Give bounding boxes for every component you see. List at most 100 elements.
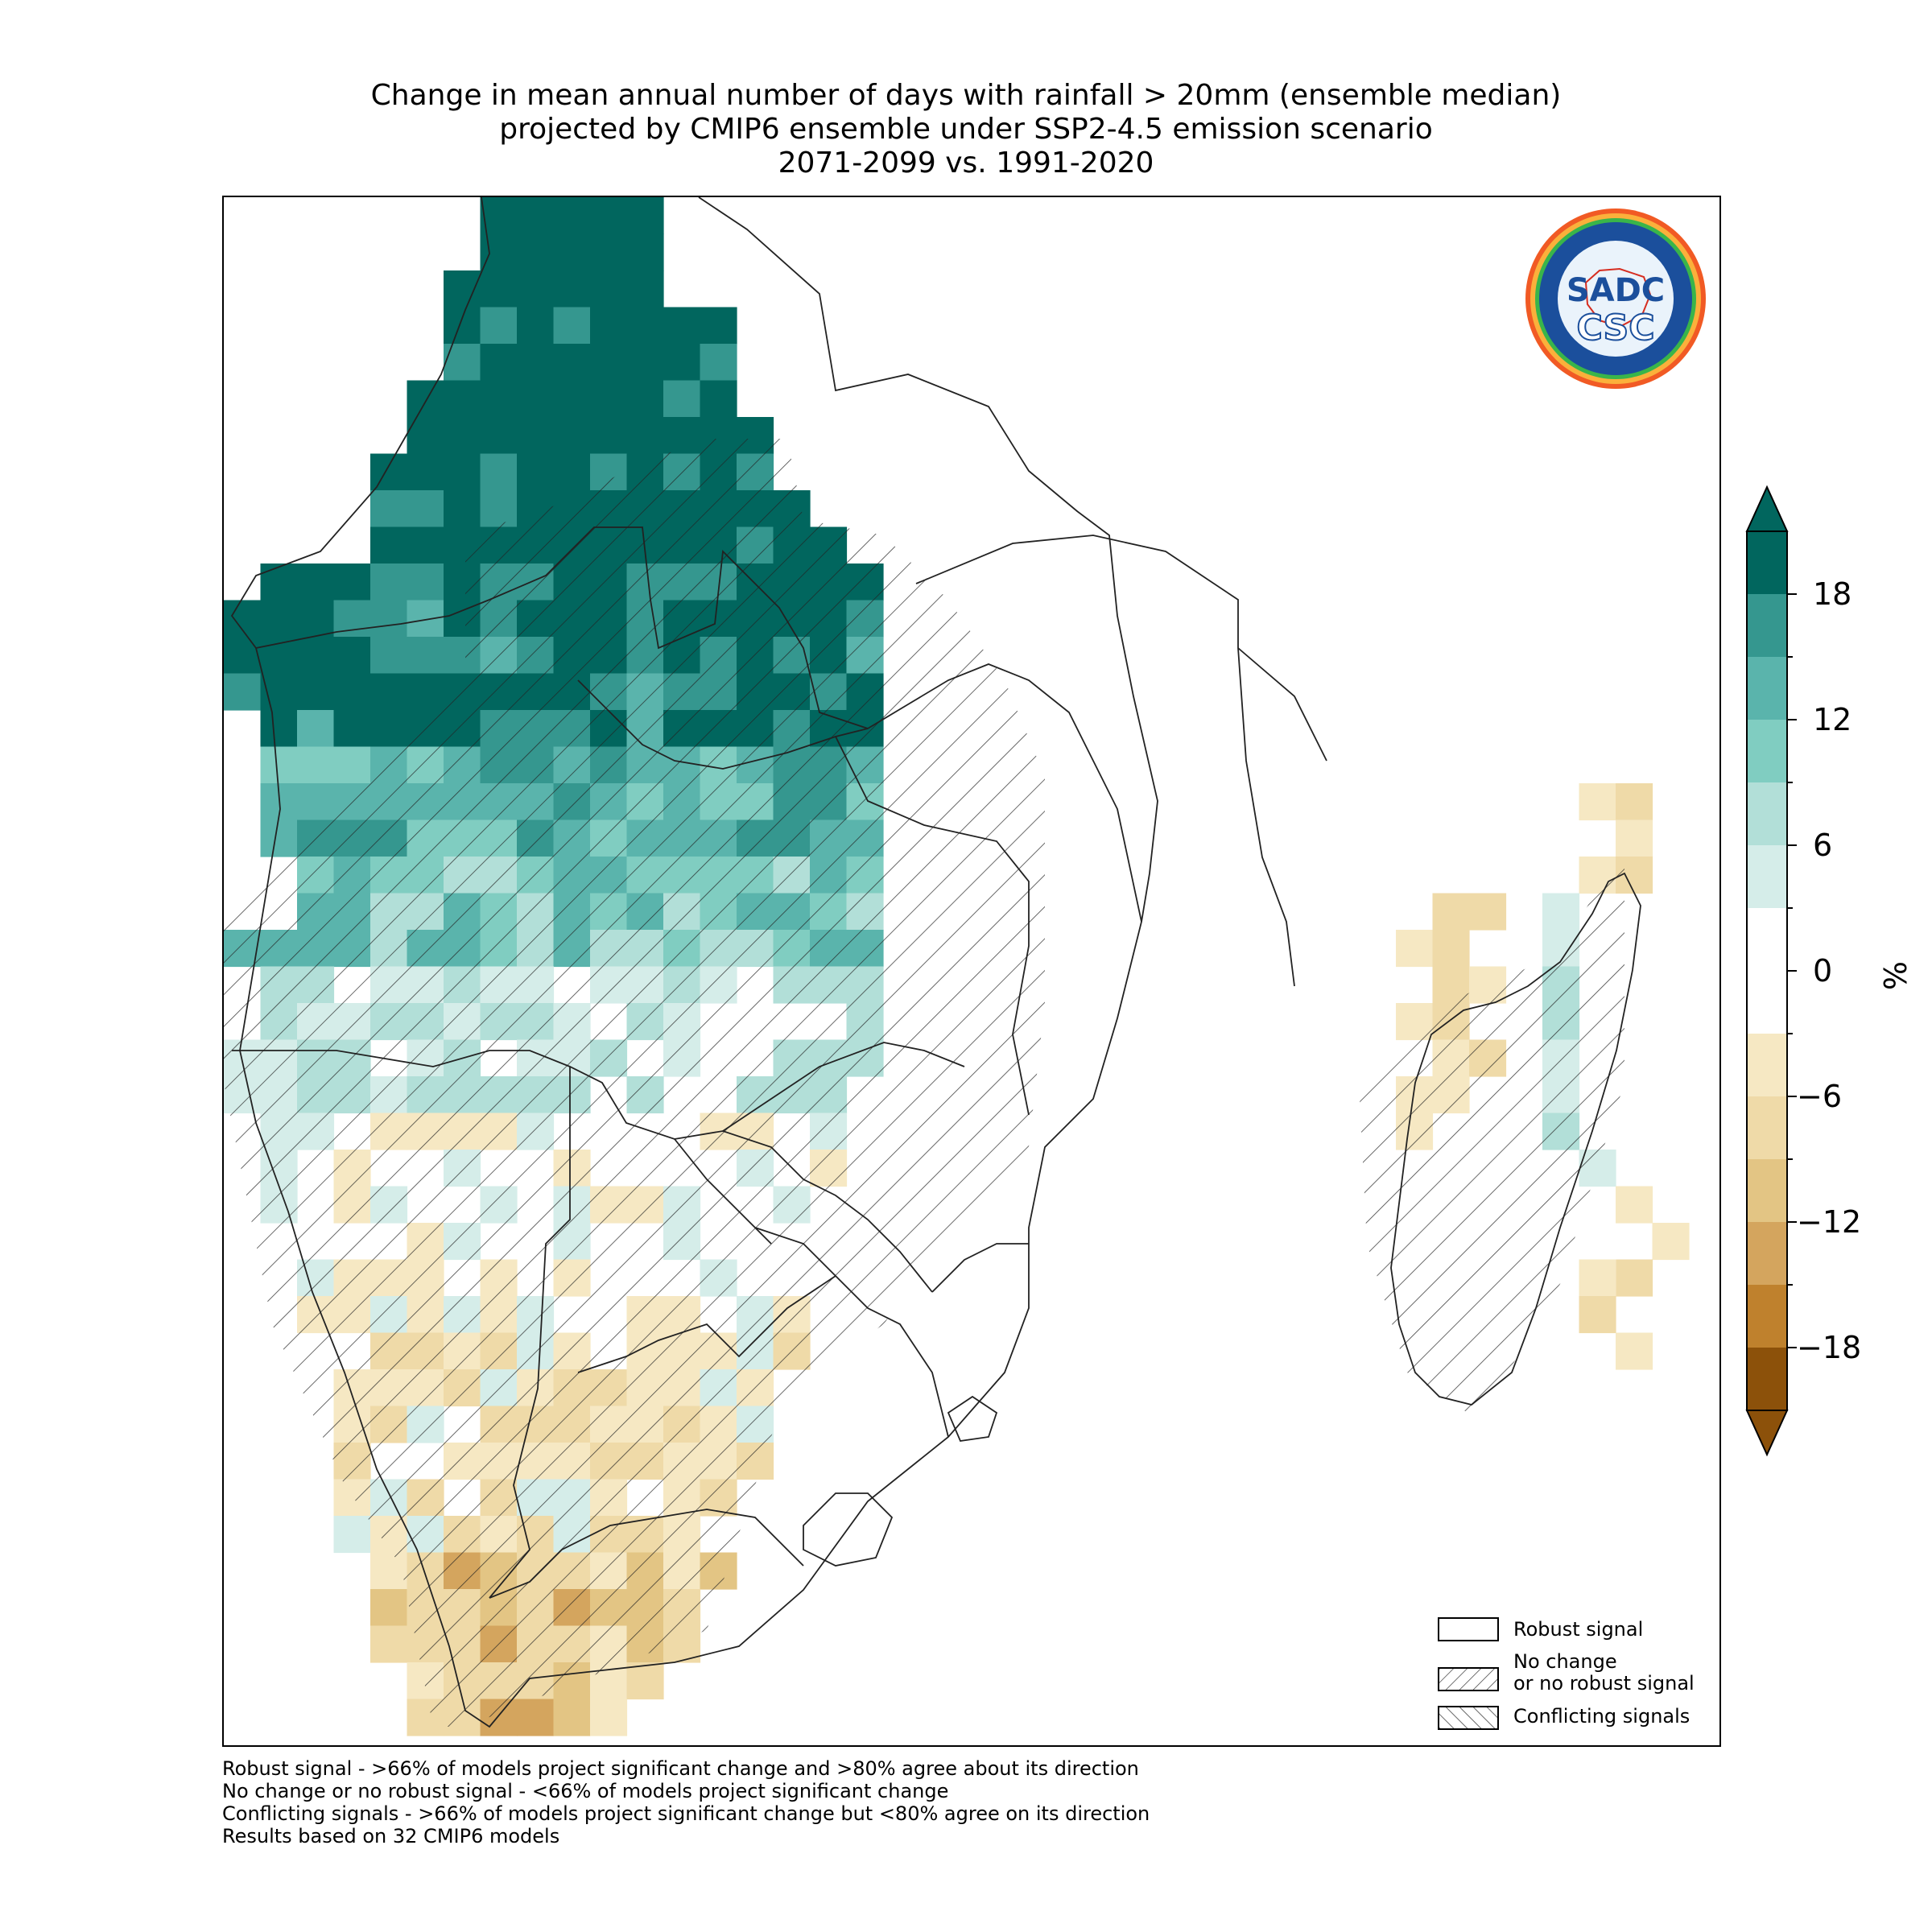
grid-cell [260,746,298,784]
grid-cell [626,197,664,235]
colorbar-bin-10 [1747,1222,1787,1285]
colorbar-extend-top [1745,485,1789,532]
grid-cell [444,344,481,382]
colorbar-bin-8 [1747,1096,1787,1159]
grid-cell [480,233,518,271]
grid-cell [1432,893,1470,931]
grid-cell [407,637,444,675]
grid-cell [700,344,737,382]
grid-cell [553,1699,591,1736]
grid-cell [1579,783,1616,821]
grid-cell [553,344,591,382]
title-line-2: projected by CMIP6 ensemble under SSP2-4… [499,113,1433,146]
grid-cell [407,380,444,418]
footnote-2: No change or no robust signal - <66% of … [222,1780,949,1802]
legend-swatch-no-change [1438,1667,1499,1691]
grid-cell [297,746,335,784]
grid-cell [553,270,591,308]
grid-cell [297,600,335,638]
grid-cell [444,380,481,418]
footnote-3: Conflicting signals - >66% of models pro… [222,1802,1150,1825]
grid-cell [1432,930,1470,968]
grid-cell [626,1662,664,1700]
grid-cell [590,417,628,455]
grid-cell [626,270,664,308]
colorbar-tick-label: −12 [1797,1204,1862,1240]
country-borders [230,197,1641,1728]
grid-cell [407,673,444,711]
colorbar-bin-7 [1747,1034,1787,1096]
grid-cell [370,564,408,601]
colorbar-extend-bottom [1745,1410,1789,1457]
grid-cell [553,197,591,235]
legend-swatch-conflicting [1438,1706,1499,1730]
grid-cell [1396,930,1434,968]
grid-cell [517,1699,555,1736]
grid-cell [590,1699,628,1736]
grid-cell [224,673,262,711]
grid-cell [590,197,628,235]
grid-cell [370,453,408,491]
grid-cell [370,637,408,675]
grid-cell [590,344,628,382]
title-line-1: Change in mean annual number of days wit… [370,79,1562,112]
grid-cell [1616,1332,1653,1370]
grid-cell [626,307,664,345]
grid-cell [517,270,555,308]
grid-cell [553,417,591,455]
grid-cell [224,637,262,675]
map-panel [222,196,1721,1747]
grid-cell [1469,893,1507,931]
colorbar-unit: % [1878,960,1913,991]
grid-cell [480,307,518,345]
grid-cell [480,270,518,308]
legend-label-no-change-1: No change [1513,1650,1617,1673]
grid-cell [590,307,628,345]
colorbar-bin-2 [1747,657,1787,720]
grid-cell [553,380,591,418]
grid-cell [663,380,701,418]
grid-cell [407,417,444,455]
legend-label-conflicting: Conflicting signals [1513,1705,1690,1728]
grid-cell [444,270,481,308]
grid-cell [553,453,591,491]
grid-cell [333,564,371,601]
grid-cell [444,490,481,528]
colorbar-tick-label: 6 [1813,828,1833,863]
grid-cell [700,307,737,345]
grid-cell [700,380,737,418]
colorbar-tick-label: 0 [1813,953,1833,989]
grid-cell [517,380,555,418]
grid-cell [297,564,335,601]
legend-swatch-robust [1438,1617,1499,1641]
grid-cell [663,344,701,382]
grid-cell [1542,893,1580,931]
grid-cell [590,270,628,308]
grid-cell [1579,1259,1616,1297]
grid-cell [297,710,335,748]
grid-cell [626,417,664,455]
grid-cell [1652,1223,1690,1261]
grid-cell [517,417,555,455]
grid-cell [260,673,298,711]
colorbar-bin-9 [1747,1159,1787,1222]
colorbar-bin-4 [1747,782,1787,845]
grid-cell [663,307,701,345]
grid-cell [444,453,481,491]
grid-cell [260,564,298,601]
grid-cell [297,673,335,711]
grid-cell [553,233,591,271]
colorbar-bin-0 [1747,531,1787,594]
grid-cell [1616,783,1653,821]
grid-cell [1616,1186,1653,1224]
grid-cell [407,490,444,528]
sadc-csc-logo: SADC CSC [1523,206,1708,391]
grid-cell [590,233,628,271]
grid-cell [517,307,555,345]
colorbar-bin-5 [1747,845,1787,908]
colorbar-tick-label: −6 [1797,1079,1843,1114]
grid-cell [553,307,591,345]
grid-cell [444,307,481,345]
grid-cell [407,564,444,601]
grid-cell [370,526,408,564]
